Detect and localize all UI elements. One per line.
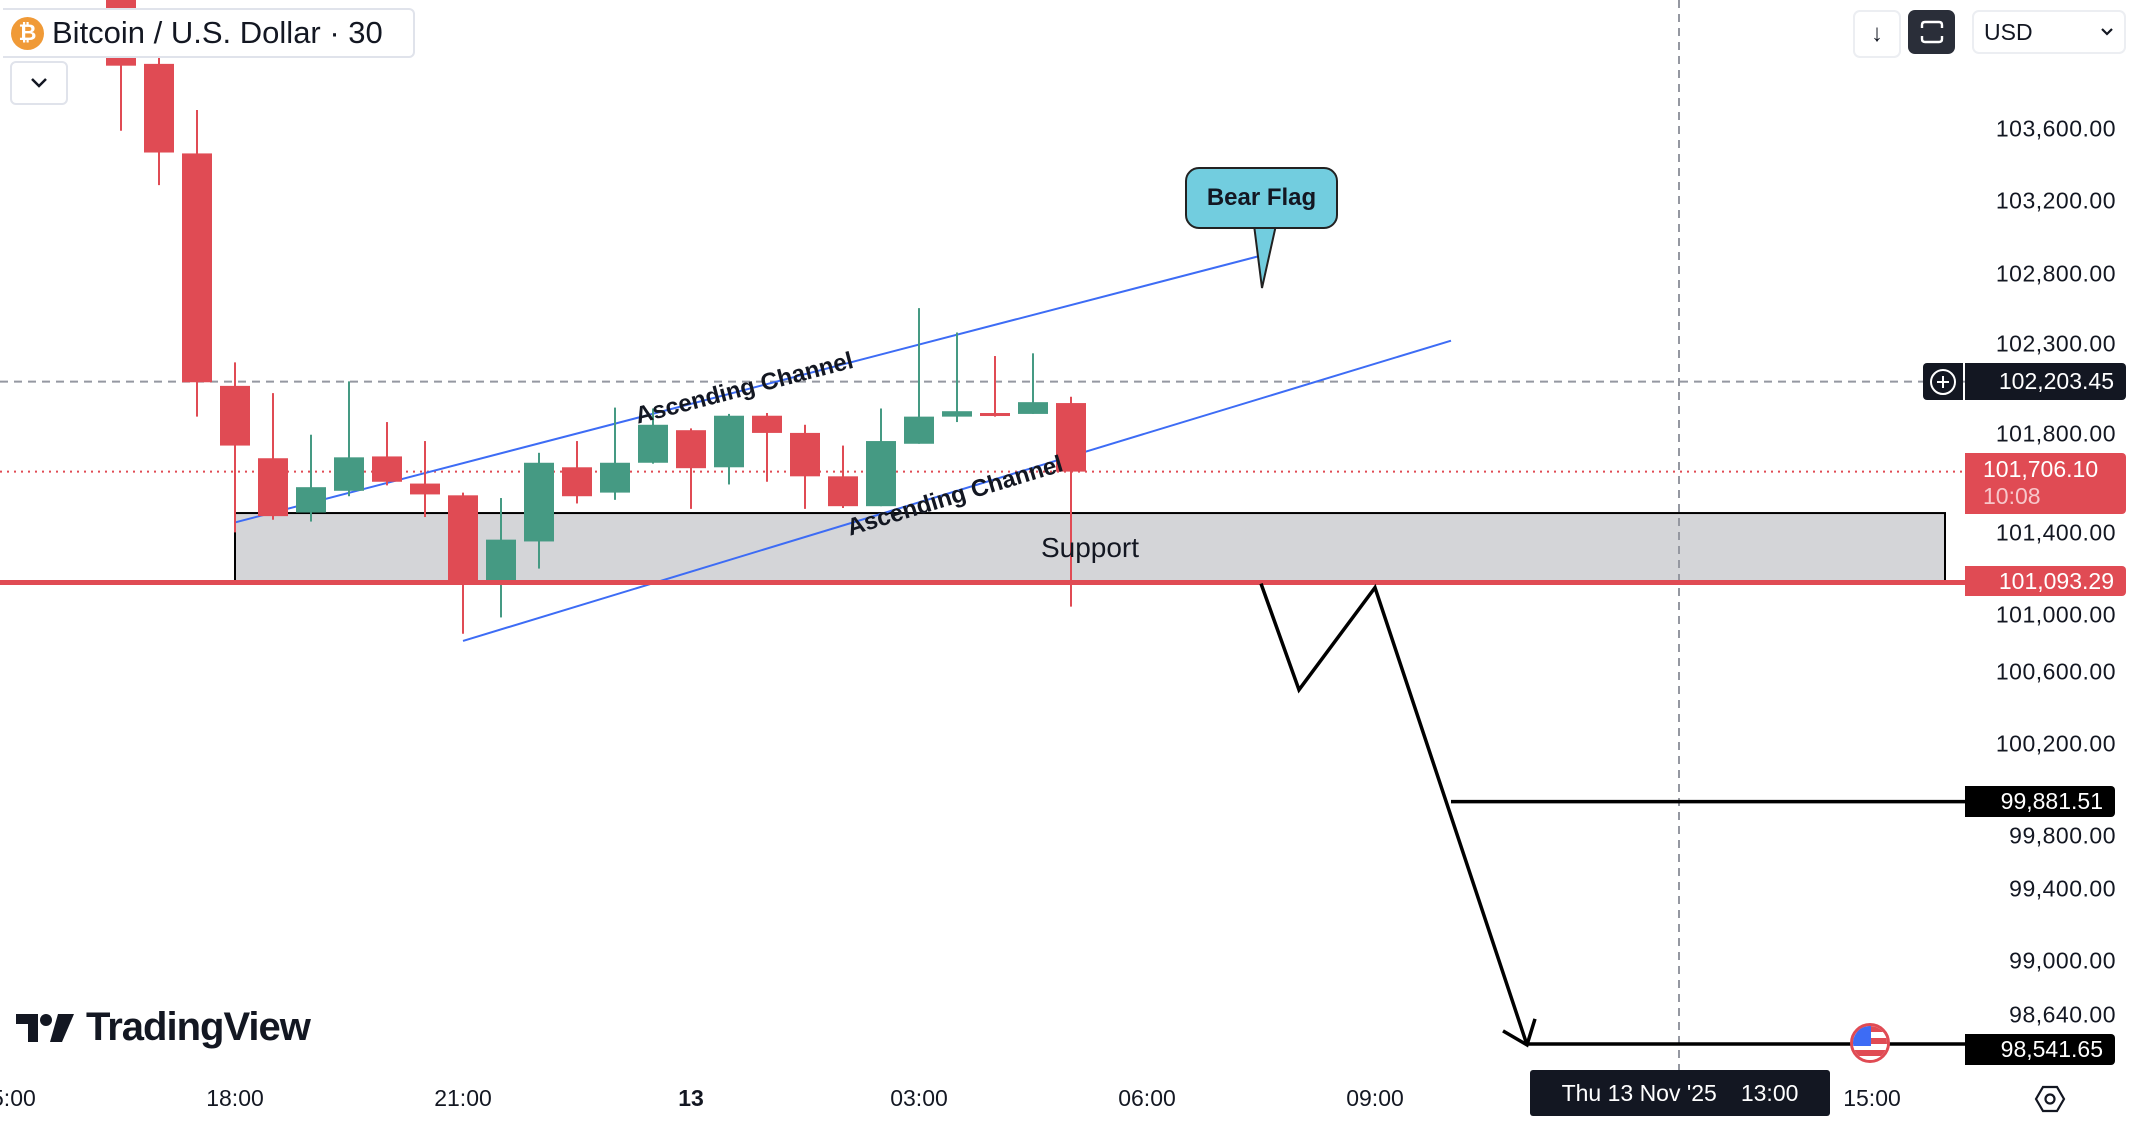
bear-flag-label: Bear Flag — [1206, 184, 1317, 211]
time-axis-label: 09:00 — [1346, 1085, 1404, 1111]
price-axis-label: 101,000.00 — [1995, 601, 2116, 628]
support-price-value: 101,093.29 — [1998, 568, 2114, 594]
currency-select[interactable]: USD — [1972, 10, 2126, 54]
candle-up — [904, 416, 934, 444]
us-flag-event-icon[interactable] — [1850, 1023, 1890, 1063]
crosshair-date: Thu 13 Nov '25 — [1561, 1079, 1717, 1106]
crosshair-time-tag: Thu 13 Nov '25 13:00 — [1530, 1070, 1830, 1116]
target1-price-tag: 99,881.51 — [1965, 786, 2115, 817]
candle-up — [638, 424, 668, 463]
price-axis-label: 101,800.00 — [1995, 420, 2116, 447]
price-axis-label: 99,400.00 — [2009, 875, 2116, 902]
candle-down — [562, 467, 592, 497]
crosshair-price-tag: 102,203.45 — [1965, 363, 2126, 400]
target1-price-value: 99,881.51 — [2000, 788, 2103, 814]
time-axis-label: 06:00 — [1118, 1085, 1176, 1111]
price-axis-label: 99,000.00 — [2009, 947, 2116, 974]
lower-channel-line — [462, 339, 1452, 642]
candle-down — [258, 458, 288, 517]
projection-path — [1259, 583, 1529, 1046]
crosshair-time: 13:00 — [1740, 1079, 1799, 1106]
last-price-value: 101,706.10 — [1983, 456, 2099, 482]
fullscreen-button[interactable] — [1908, 10, 1955, 54]
candle-down — [182, 153, 212, 383]
price-axis-label: 101,400.00 — [1995, 519, 2116, 546]
currency-value: USD — [1984, 18, 2033, 45]
crosshair-price-value: 102,203.45 — [1998, 368, 2114, 394]
collapse-legend-button[interactable] — [10, 61, 68, 105]
price-axis-label: 103,600.00 — [1995, 115, 2116, 142]
candle-down — [144, 63, 174, 153]
price-axis-label: 102,300.00 — [1995, 330, 2116, 357]
target2-price-tag: 98,541.65 — [1965, 1034, 2115, 1065]
candle-down — [372, 456, 402, 482]
support-price-tag: 101,093.29 — [1965, 566, 2126, 596]
candle-down — [448, 495, 478, 582]
settings-button[interactable] — [2034, 1083, 2066, 1120]
candle-up — [524, 462, 554, 542]
add-alert-button[interactable] — [1923, 363, 1963, 400]
bitcoin-icon: ₿ — [11, 16, 44, 50]
price-axis-label: 102,800.00 — [1995, 260, 2116, 287]
price-axis-label: 98,640.00 — [2009, 1001, 2116, 1028]
chevron-down-icon — [31, 78, 47, 88]
symbol-title: Bitcoin / U.S. Dollar · 30 — [52, 15, 383, 50]
symbol-title-box[interactable]: ₿ Bitcoin / U.S. Dollar · 30 — [3, 8, 415, 58]
candle-down — [980, 413, 1010, 417]
candle-down — [1056, 403, 1086, 472]
candle-up — [486, 539, 516, 582]
scroll-to-latest-button[interactable]: ↓ — [1853, 10, 1901, 58]
candle-down — [410, 483, 440, 495]
plus-circle-icon — [1930, 368, 1956, 395]
candle-down — [828, 476, 858, 507]
time-axis-label: 03:00 — [890, 1085, 948, 1111]
time-axis-label: 13 — [678, 1085, 704, 1111]
time-axis-label: 18:00 — [206, 1085, 264, 1111]
tradingview-logo[interactable]: TradingView — [16, 1005, 311, 1050]
price-axis-label: 100,200.00 — [1995, 730, 2116, 757]
support-zone — [234, 512, 1946, 584]
price-axis-label: 99,800.00 — [2009, 822, 2116, 849]
chevron-down-icon — [2101, 28, 2113, 36]
candle-up — [296, 487, 326, 513]
fullscreen-icon — [1920, 20, 1943, 44]
bar-countdown: 10:08 — [1983, 483, 2041, 509]
candle-down — [676, 430, 706, 469]
candle-up — [714, 415, 744, 468]
arrow-down-icon: ↓ — [1871, 20, 1883, 47]
time-axis-label: 21:00 — [434, 1085, 492, 1111]
time-axis-label: 15:00 — [0, 1085, 36, 1111]
candle-up — [1018, 402, 1048, 414]
last-price-tag: 101,706.10 10:08 — [1965, 453, 2126, 514]
candle-up — [866, 441, 896, 507]
bear-flag-callout[interactable]: Bear Flag — [1185, 167, 1338, 229]
support-zone-label: Support — [1040, 531, 1140, 563]
bear-flag-callout-pointer — [1253, 225, 1277, 289]
candle-up — [334, 457, 364, 491]
candle-down — [220, 385, 250, 446]
time-axis-label: 15:00 — [1843, 1085, 1901, 1111]
tradingview-wordmark: TradingView — [86, 1005, 311, 1049]
candle-down — [752, 415, 782, 433]
price-axis-label: 100,600.00 — [1995, 658, 2116, 685]
settings-hexagon-icon — [2034, 1085, 2066, 1113]
price-axis-label: 103,200.00 — [1995, 187, 2116, 214]
candle-down — [790, 432, 820, 477]
tradingview-logo-icon — [16, 1013, 74, 1042]
upper-channel-line — [234, 254, 1262, 524]
candle-up — [942, 411, 972, 417]
target2-price-value: 98,541.65 — [2000, 1036, 2103, 1062]
candle-up — [600, 462, 630, 493]
